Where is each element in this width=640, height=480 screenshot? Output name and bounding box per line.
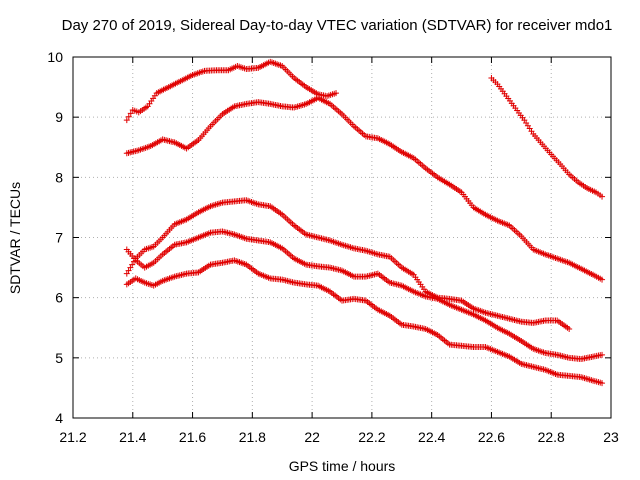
chart-title: Day 270 of 2019, Sidereal Day-to-day VTE… xyxy=(62,17,613,34)
x-tick-label: 22.4 xyxy=(418,429,445,445)
data-point-track-1 xyxy=(125,113,132,120)
data-point-track-4 xyxy=(599,351,606,358)
y-tick-label: 4 xyxy=(55,410,63,426)
x-tick-label: 22.8 xyxy=(538,429,565,445)
x-tick-label: 22.2 xyxy=(358,429,385,445)
x-tick-label: 22 xyxy=(304,429,320,445)
data-point-track-3 xyxy=(566,325,573,332)
data-point-track-3 xyxy=(125,267,132,274)
y-tick-label: 9 xyxy=(55,109,63,125)
axis-ticks: 21.2 21.4 21.6 21.8 22 22.2 22.4 22.6 22.8 23 4 5 6 7… xyxy=(47,49,619,445)
data-point-track-5 xyxy=(599,380,606,387)
data-point-track-3 xyxy=(127,264,134,271)
y-tick-label: 8 xyxy=(55,169,63,185)
x-tick-label: 23 xyxy=(603,429,619,445)
y-tick-label: 7 xyxy=(55,230,63,246)
x-axis-label: GPS time / hours xyxy=(289,458,396,474)
x-tick-label: 21.4 xyxy=(119,429,146,445)
y-tick-label: 6 xyxy=(55,290,63,306)
data-point-track-1 xyxy=(333,90,340,97)
x-tick-label: 21.8 xyxy=(239,429,266,445)
data-point-track-1 xyxy=(127,110,134,117)
data-points xyxy=(123,58,606,387)
y-axis-label: SDTVAR / TECUs xyxy=(7,182,23,294)
data-point-track-3 xyxy=(123,270,130,277)
x-tick-label: 21.2 xyxy=(59,429,86,445)
y-tick-label: 10 xyxy=(47,49,63,65)
data-point-track-6 xyxy=(599,193,606,200)
x-tick-label: 22.6 xyxy=(478,429,505,445)
data-point-track-2 xyxy=(599,276,606,283)
x-tick-label: 21.6 xyxy=(179,429,206,445)
data-point-track-3 xyxy=(129,261,136,268)
y-tick-label: 5 xyxy=(55,350,63,366)
data-point-track-1 xyxy=(123,117,130,124)
